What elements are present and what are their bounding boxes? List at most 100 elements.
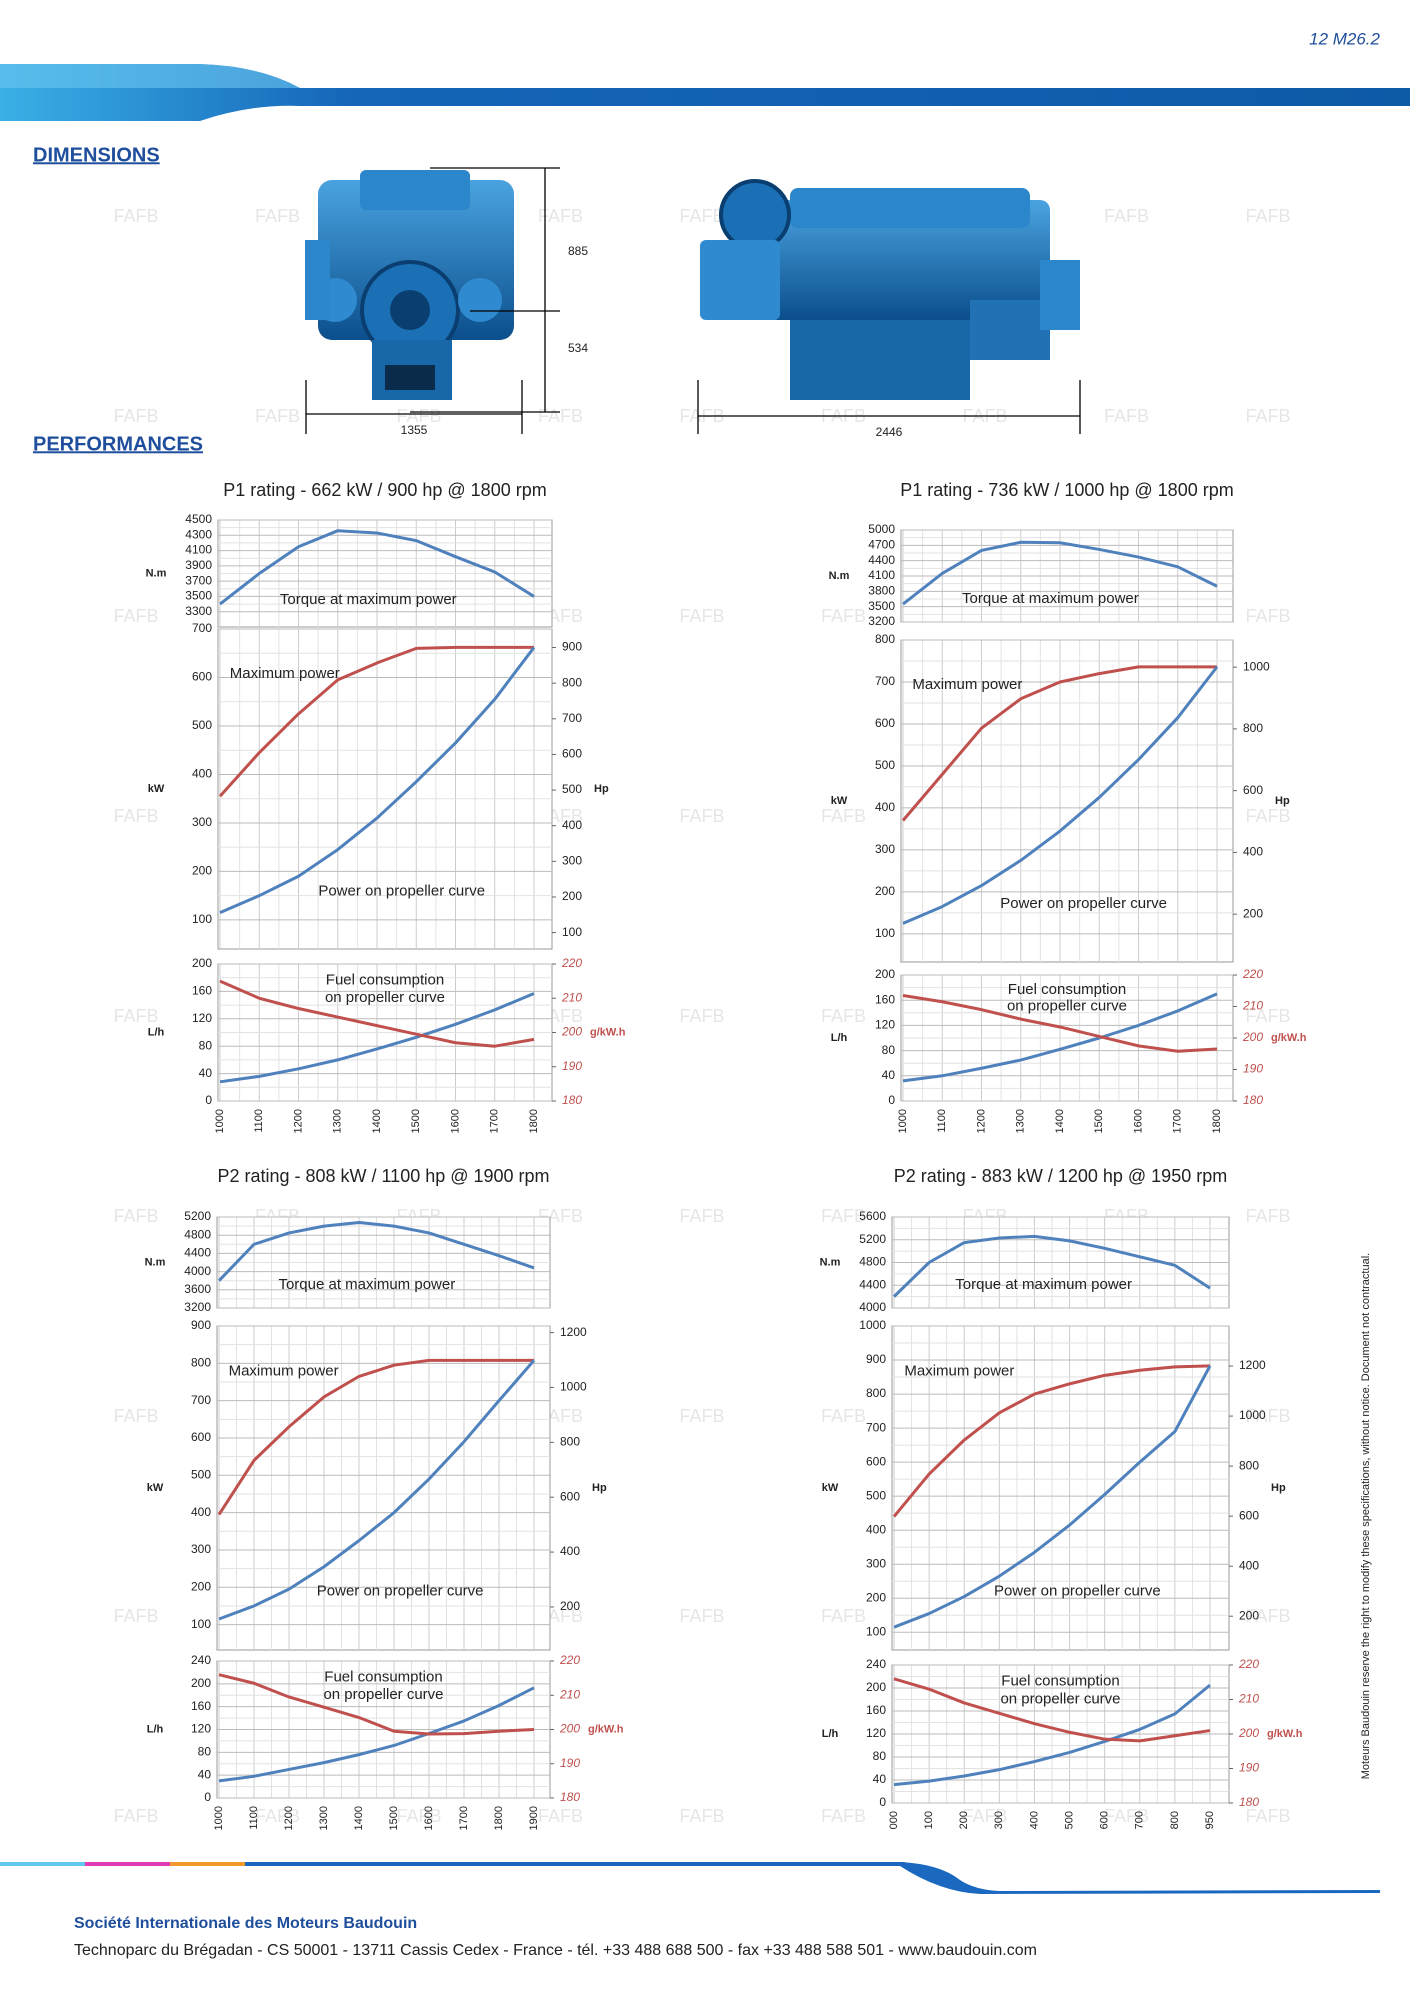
annotation: on propeller curve xyxy=(325,989,445,1006)
y2-tick-label: 500 xyxy=(562,782,582,796)
y-tick-label: 200 xyxy=(192,864,212,878)
watermark: FAFB xyxy=(679,806,724,826)
watermark: FAFB xyxy=(113,1206,158,1226)
y2-tick-label: 600 xyxy=(562,747,582,761)
y2-axis-label: Hp xyxy=(594,783,609,795)
y-tick-label: 200 xyxy=(866,1590,886,1604)
x-tick-label: 1700 xyxy=(1172,1109,1184,1133)
series-line xyxy=(902,992,1218,1083)
y-tick-label: 4300 xyxy=(185,527,212,541)
watermark: FAFB xyxy=(679,1806,724,1826)
annotation: Maximum power xyxy=(904,1362,1014,1379)
disclaimer: Moteurs Baudouin reserve the right to mo… xyxy=(1360,1253,1372,1779)
watermark: FAFB xyxy=(113,1406,158,1426)
annotation: on propeller curve xyxy=(323,1686,443,1703)
x-tick-label: 1200 xyxy=(283,1806,295,1830)
y-axis-label: N.m xyxy=(146,567,167,579)
y2-tick-label: 400 xyxy=(560,1544,580,1558)
y2-tick-label: 190 xyxy=(1239,1761,1259,1775)
series-line xyxy=(219,529,535,606)
y-tick-label: 5200 xyxy=(184,1209,211,1223)
y-axis-label: kW xyxy=(147,1482,164,1494)
y2-tick-label: 200 xyxy=(562,889,582,903)
series-line xyxy=(218,645,534,798)
x-tick-label: 1500 xyxy=(1093,1109,1105,1133)
y2-tick-label: 200 xyxy=(559,1722,580,1736)
annotation: Maximum power xyxy=(230,665,340,682)
watermark: FAFB xyxy=(1245,206,1290,226)
y2-tick-label: 1200 xyxy=(1239,1358,1266,1372)
annotation: Power on propeller curve xyxy=(318,882,485,899)
y2-tick-label: 210 xyxy=(1238,1692,1259,1706)
y-tick-label: 600 xyxy=(192,670,212,684)
y-axis-label: N.m xyxy=(829,570,850,582)
y-tick-label: 200 xyxy=(875,967,895,981)
y2-tick-label: 180 xyxy=(1239,1795,1259,1809)
y-tick-label: 700 xyxy=(875,674,895,688)
annotation: Torque at maximum power xyxy=(280,591,457,608)
x-tick-label: 200 xyxy=(958,1811,970,1829)
x-tick-label: 1900 xyxy=(528,1806,540,1830)
y-tick-label: 0 xyxy=(879,1795,886,1809)
watermark: FAFB xyxy=(679,206,724,226)
y-tick-label: 3600 xyxy=(184,1282,211,1296)
annotation: Maximum power xyxy=(229,1362,339,1379)
y2-tick-label: 800 xyxy=(560,1434,580,1448)
watermark: FAFB xyxy=(962,1806,1007,1826)
x-tick-label: 1300 xyxy=(1015,1109,1027,1133)
y-tick-label: 120 xyxy=(192,1011,212,1025)
y2-axis-label: Hp xyxy=(592,1482,607,1494)
series-line xyxy=(893,1683,1211,1787)
y-tick-label: 100 xyxy=(875,926,895,940)
y-tick-label: 240 xyxy=(866,1657,886,1671)
chart-title: P1 rating - 662 kW / 900 hp @ 1800 rpm xyxy=(223,480,546,500)
y-tick-label: 400 xyxy=(866,1522,886,1536)
watermark: FAFB xyxy=(821,806,866,826)
y-tick-label: 40 xyxy=(198,1767,212,1781)
watermark: FAFB xyxy=(1245,1806,1290,1826)
y-tick-label: 120 xyxy=(191,1722,211,1736)
y-tick-label: 900 xyxy=(191,1318,211,1332)
y2-tick-label: 190 xyxy=(1243,1062,1263,1076)
y-tick-label: 80 xyxy=(873,1749,887,1763)
y-tick-label: 160 xyxy=(866,1703,886,1717)
y-tick-label: 240 xyxy=(191,1653,211,1667)
y-tick-label: 4400 xyxy=(868,553,895,567)
y2-tick-label: 210 xyxy=(561,990,582,1004)
series-line xyxy=(218,1359,536,1621)
y-tick-label: 400 xyxy=(875,800,895,814)
chart-title: P2 rating - 808 kW / 1100 hp @ 1900 rpm xyxy=(217,1166,549,1186)
series-line xyxy=(902,665,1219,925)
y2-tick-label: 190 xyxy=(560,1756,580,1770)
watermark: FAFB xyxy=(113,606,158,626)
x-tick-label: 1000 xyxy=(897,1109,909,1133)
y-axis-label: L/h xyxy=(147,1723,164,1735)
x-tick-label: 950 xyxy=(1204,1811,1216,1829)
series-line xyxy=(218,1673,535,1736)
x-tick-label: 1300 xyxy=(332,1109,344,1133)
x-tick-label: 1300 xyxy=(318,1806,330,1830)
y-tick-label: 500 xyxy=(875,758,895,772)
y2-tick-label: 1000 xyxy=(560,1380,587,1394)
section-title: DIMENSIONS xyxy=(33,144,160,166)
y-tick-label: 100 xyxy=(866,1624,886,1638)
y-tick-label: 500 xyxy=(192,718,212,732)
engine-front-view xyxy=(305,170,514,400)
y-tick-label: 300 xyxy=(866,1556,886,1570)
y-tick-label: 200 xyxy=(866,1680,886,1694)
y-axis-label: L/h xyxy=(148,1026,165,1038)
watermark: FAFB xyxy=(821,1206,866,1226)
y-tick-label: 500 xyxy=(191,1467,211,1481)
y-tick-label: 80 xyxy=(199,1038,213,1052)
y-tick-label: 120 xyxy=(866,1726,886,1740)
x-tick-label: 1800 xyxy=(1211,1109,1223,1133)
y-tick-label: 0 xyxy=(204,1790,211,1804)
y2-tick-label: 800 xyxy=(1243,721,1263,735)
y-axis-label: L/h xyxy=(822,1728,839,1740)
annotation: Power on propeller curve xyxy=(317,1583,484,1600)
y-tick-label: 900 xyxy=(866,1352,886,1366)
chart-title: P1 rating - 736 kW / 1000 hp @ 1800 rpm xyxy=(900,480,1233,500)
dimension-lines xyxy=(305,167,1081,434)
annotation: on propeller curve xyxy=(1007,997,1127,1014)
y-tick-label: 600 xyxy=(866,1454,886,1468)
